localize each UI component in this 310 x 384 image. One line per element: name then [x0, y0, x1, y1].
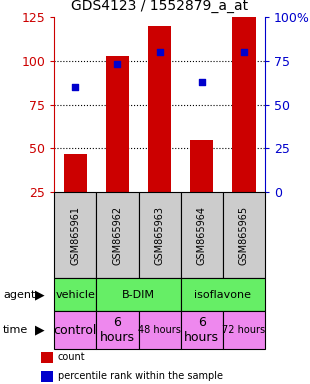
Bar	[232, 17, 255, 192]
Bar	[181, 278, 265, 311]
Text: isoflavone: isoflavone	[194, 290, 251, 300]
Bar	[181, 311, 223, 349]
Bar	[54, 192, 96, 278]
Bar	[181, 192, 223, 278]
Text: vehicle: vehicle	[55, 290, 95, 300]
Bar	[54, 311, 96, 349]
Bar	[41, 352, 53, 363]
Text: 6
hours: 6 hours	[100, 316, 135, 344]
Bar	[41, 371, 53, 382]
Bar	[139, 311, 181, 349]
Bar	[139, 192, 181, 278]
Text: GSM865963: GSM865963	[155, 206, 165, 265]
Bar	[190, 140, 213, 192]
Text: 6
hours: 6 hours	[184, 316, 219, 344]
Text: time: time	[3, 325, 28, 335]
Bar	[54, 278, 96, 311]
Text: agent: agent	[3, 290, 35, 300]
Point	[241, 49, 246, 55]
Text: ▶: ▶	[35, 324, 45, 337]
Text: GSM865964: GSM865964	[197, 206, 207, 265]
Point	[199, 79, 204, 85]
Bar	[106, 56, 129, 192]
Bar	[96, 311, 139, 349]
Text: 72 hours: 72 hours	[222, 325, 266, 335]
Point	[157, 49, 162, 55]
Text: B-DIM: B-DIM	[122, 290, 155, 300]
Bar	[148, 26, 171, 192]
Text: count: count	[58, 352, 86, 362]
Text: GSM865962: GSM865962	[113, 206, 122, 265]
Bar	[223, 311, 265, 349]
Text: GSM865961: GSM865961	[70, 206, 80, 265]
Text: ▶: ▶	[35, 288, 45, 301]
Title: GDS4123 / 1552879_a_at: GDS4123 / 1552879_a_at	[71, 0, 248, 13]
Text: control: control	[54, 324, 97, 337]
Bar	[64, 154, 87, 192]
Text: 48 hours: 48 hours	[138, 325, 181, 335]
Text: GSM865965: GSM865965	[239, 206, 249, 265]
Bar	[223, 192, 265, 278]
Point	[73, 84, 78, 90]
Bar	[96, 278, 181, 311]
Text: percentile rank within the sample: percentile rank within the sample	[58, 371, 223, 381]
Bar	[96, 192, 139, 278]
Point	[115, 61, 120, 68]
